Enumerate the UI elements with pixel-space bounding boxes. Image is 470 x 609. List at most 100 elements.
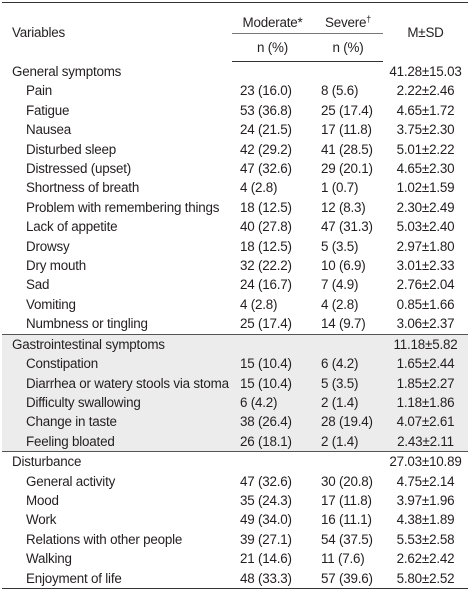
table-row: Sad 24 (16.7) 7 (4.9) 2.76±2.04 (2, 275, 468, 294)
row-severe: 7 (4.9) (321, 277, 359, 293)
row-severe: 14 (9.7) (321, 316, 366, 332)
row-severe: 12 (8.3) (321, 199, 366, 215)
table-row: Disturbed sleep 42 (29.2) 41 (28.5) 5.01±2.… (2, 140, 468, 159)
table-row: Numbness or tingling 25 (17.4) 14 (9.7) 3.0… (2, 314, 468, 334)
group-msd: 41.28±15.03 (389, 63, 462, 79)
group-title: Gastrointestinal symptoms (2, 333, 383, 355)
header-variables: Variables (12, 24, 66, 40)
row-variable: Drowsy (26, 238, 70, 254)
row-variable: Shortness of breath (26, 180, 140, 196)
row-severe: 16 (11.1) (321, 512, 372, 528)
row-msd: 4.38±1.89 (396, 512, 455, 528)
row-moderate: 32 (22.2) (240, 258, 292, 274)
row-msd: 2.97±1.80 (396, 238, 455, 254)
header-moderate-n-pct: n (%) (232, 33, 313, 62)
row-severe: 30 (20.8) (321, 473, 373, 489)
row-severe: 6 (4.2) (313, 354, 383, 374)
row-severe: 2 (1.4) (313, 431, 383, 452)
table-row: Walking 21 (14.6) 11 (7.6) 2.62±2.42 (2, 549, 468, 568)
row-variable: Walking (26, 551, 72, 567)
row-severe: 57 (39.6) (321, 570, 373, 586)
table-row: Nausea 24 (21.5) 17 (11.8) 3.75±2.30 (2, 120, 468, 139)
row-severe: 17 (11.8) (321, 492, 372, 508)
row-moderate: 24 (16.7) (240, 277, 292, 293)
group-row: General symptoms 41.28±15.03 (2, 62, 468, 82)
row-msd: 5.01±2.22 (396, 141, 455, 157)
row-moderate: 26 (18.1) (232, 431, 313, 452)
header-severe-mark: † (366, 14, 372, 24)
group-msd: 11.18±5.82 (383, 333, 468, 355)
row-variable: Vomiting (26, 296, 76, 312)
row-msd: 4.07±2.61 (383, 412, 468, 432)
row-msd: 1.65±2.44 (383, 354, 468, 374)
row-severe: 5 (3.5) (321, 238, 359, 254)
row-severe: 41 (28.5) (321, 141, 373, 157)
row-variable: Fatigue (26, 102, 70, 118)
table-body: General symptoms 41.28±15.03 Pain 23 (16.0)… (2, 62, 468, 588)
row-msd: 1.18±1.86 (383, 392, 468, 413)
row-moderate: 35 (24.3) (240, 492, 292, 508)
table-row: Drowsy 18 (12.5) 5 (3.5) 2.97±1.80 (2, 237, 468, 256)
table-row: Diarrhea or watery stools via stoma 15 (1… (2, 373, 468, 393)
row-msd: 2.43±2.11 (383, 431, 468, 452)
header-severe-n-pct: n (%) (313, 33, 383, 62)
row-variable: Pain (26, 83, 53, 99)
row-moderate: 48 (33.3) (240, 570, 292, 586)
row-msd: 2.30±2.49 (396, 199, 455, 215)
row-variable: Problem with remembering things (26, 199, 220, 215)
group-row: Gastrointestinal symptoms 11.18±5.82 (2, 333, 468, 355)
row-severe: 1 (0.7) (321, 180, 359, 196)
row-msd: 3.97±1.96 (396, 492, 455, 508)
row-moderate: 39 (27.1) (240, 531, 292, 547)
group-msd: 27.03±10.89 (383, 451, 468, 472)
row-severe: 4 (2.8) (321, 296, 359, 312)
row-moderate: 18 (12.5) (240, 199, 292, 215)
table-row: Vomiting 4 (2.8) 4 (2.8) 0.85±1.66 (2, 295, 468, 314)
symptom-table-grid: Variables Moderate* Severe† M±SD n (%) n… (2, 3, 468, 588)
table-row: Difficulty swallowing 6 (4.2) 2 (1.4) 1.18±… (2, 392, 468, 413)
header-severe-label: Severe (324, 15, 367, 30)
row-variable: Dry mouth (26, 258, 86, 274)
row-moderate: 6 (4.2) (232, 392, 313, 413)
row-msd: 5.03±2.40 (396, 219, 455, 235)
group-title: Disturbance (2, 451, 383, 472)
table-row: General activity 47 (32.6) 30 (20.8) 4.75±2… (2, 472, 468, 491)
row-msd: 2.76±2.04 (396, 277, 455, 293)
row-variable: Nausea (26, 122, 71, 138)
row-variable: Distressed (upset) (26, 161, 132, 177)
header-moderate-mark: * (297, 15, 303, 30)
row-variable: Enjoyment of life (26, 570, 122, 586)
row-msd: 4.65±1.72 (396, 102, 455, 118)
row-moderate: 25 (17.4) (240, 316, 292, 332)
row-moderate: 23 (16.0) (240, 83, 292, 99)
row-msd: 2.62±2.42 (396, 551, 455, 567)
row-moderate: 47 (32.6) (240, 161, 292, 177)
row-moderate: 18 (12.5) (240, 238, 292, 254)
row-moderate: 40 (27.8) (240, 219, 292, 235)
group-title: General symptoms (12, 64, 122, 79)
table-row: Relations with other people 39 (27.1) 54 (… (2, 530, 468, 549)
row-severe: 47 (31.3) (321, 219, 373, 235)
row-msd: 5.80±2.52 (396, 570, 455, 586)
row-moderate: 53 (36.8) (240, 102, 292, 118)
table-row: Work 49 (34.0) 16 (11.1) 4.38±1.89 (2, 510, 468, 529)
row-variable: General activity (26, 473, 116, 489)
row-severe: 25 (17.4) (321, 102, 373, 118)
row-severe: 2 (1.4) (313, 392, 383, 413)
row-severe: 17 (11.8) (321, 122, 372, 138)
row-severe: 8 (5.6) (321, 83, 359, 99)
row-moderate: 38 (26.4) (232, 412, 313, 432)
table-row: Shortness of breath 4 (2.8) 1 (0.7) 1.02±1.… (2, 178, 468, 197)
table-row: Enjoyment of life 48 (33.3) 57 (39.6) 5.80±… (2, 569, 468, 588)
row-msd: 0.85±1.66 (396, 296, 455, 312)
row-variable: Mood (26, 492, 59, 508)
row-moderate: 4 (2.8) (240, 180, 278, 196)
row-severe: 11 (7.6) (321, 551, 365, 567)
row-moderate: 47 (32.6) (240, 473, 292, 489)
table-row: Problem with remembering things 18 (12.5)… (2, 198, 468, 217)
row-moderate: 21 (14.6) (240, 551, 292, 567)
row-moderate: 4 (2.8) (240, 296, 278, 312)
table-row: Change in taste 38 (26.4) 28 (19.4) 4.07±2.… (2, 412, 468, 432)
table-row: Distressed (upset) 47 (32.6) 29 (20.1) 4.65… (2, 159, 468, 178)
table-row: Pain 23 (16.0) 8 (5.6) 2.22±2.46 (2, 81, 468, 100)
